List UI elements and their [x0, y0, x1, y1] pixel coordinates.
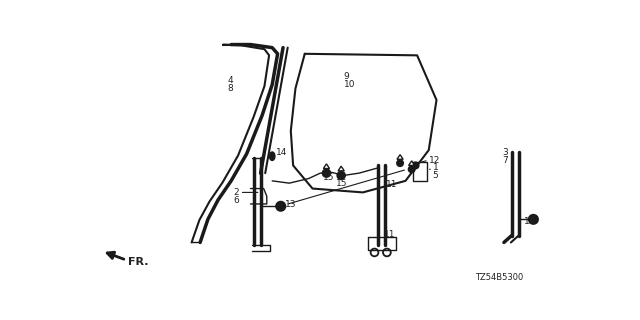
- Polygon shape: [408, 161, 415, 165]
- Text: 9: 9: [344, 72, 349, 81]
- Text: 3: 3: [502, 148, 508, 157]
- Text: 5: 5: [433, 171, 438, 180]
- Text: 11: 11: [384, 230, 396, 239]
- Text: 1: 1: [433, 163, 438, 172]
- Text: 10: 10: [344, 80, 355, 89]
- Circle shape: [414, 164, 417, 167]
- Circle shape: [324, 172, 328, 175]
- Circle shape: [412, 162, 419, 169]
- Circle shape: [397, 160, 403, 166]
- Circle shape: [410, 168, 413, 171]
- Text: 2: 2: [234, 188, 239, 197]
- Text: FR.: FR.: [128, 258, 148, 268]
- Circle shape: [408, 166, 415, 172]
- Circle shape: [323, 169, 330, 177]
- Text: 14: 14: [276, 148, 287, 157]
- Text: 7: 7: [502, 156, 508, 164]
- Text: 15: 15: [336, 179, 348, 188]
- Circle shape: [529, 215, 538, 224]
- Text: 13: 13: [524, 217, 536, 226]
- Text: 4: 4: [227, 76, 233, 85]
- Circle shape: [278, 204, 283, 208]
- Text: 12: 12: [429, 156, 440, 164]
- Polygon shape: [397, 155, 403, 159]
- Text: 11: 11: [386, 180, 397, 189]
- Text: TZ54B5300: TZ54B5300: [476, 273, 524, 282]
- Circle shape: [337, 172, 345, 179]
- Text: 13: 13: [285, 200, 297, 209]
- Text: 6: 6: [234, 196, 239, 204]
- Circle shape: [339, 174, 343, 177]
- Text: 15: 15: [323, 172, 334, 181]
- Text: 8: 8: [227, 84, 233, 93]
- Polygon shape: [323, 164, 330, 169]
- Circle shape: [276, 202, 285, 211]
- Circle shape: [531, 217, 536, 221]
- Ellipse shape: [269, 152, 275, 160]
- Circle shape: [399, 162, 401, 164]
- Polygon shape: [338, 166, 344, 171]
